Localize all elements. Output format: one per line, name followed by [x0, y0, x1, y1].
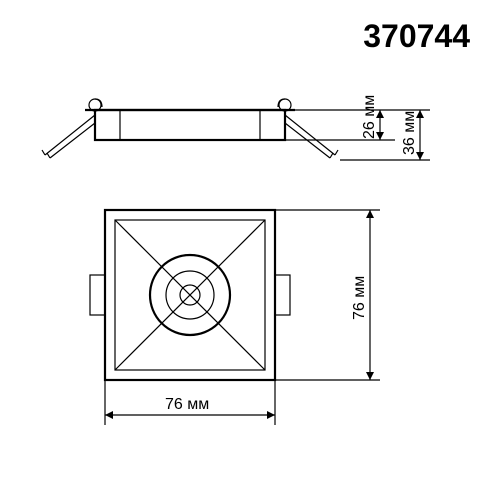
front-view: 76 мм 76 мм: [0, 175, 500, 495]
dim-26: 26 мм: [361, 95, 384, 140]
dim-width-76: 76 мм: [105, 396, 275, 419]
product-id: 370744: [363, 18, 470, 55]
dim-36: 36 мм: [401, 110, 424, 160]
dim-width-label: 76 мм: [165, 396, 209, 413]
tab-left: [90, 275, 105, 315]
dim-height-76: 76 мм: [351, 210, 374, 380]
square-frame: [105, 210, 275, 380]
dim-height-label: 76 мм: [351, 276, 368, 320]
clip-left: [42, 99, 102, 158]
dim-26-label: 26 мм: [361, 95, 378, 139]
dim-36-label: 36 мм: [401, 111, 418, 155]
tab-right: [275, 275, 290, 315]
side-body: [85, 110, 295, 140]
clip-right: [278, 99, 338, 158]
